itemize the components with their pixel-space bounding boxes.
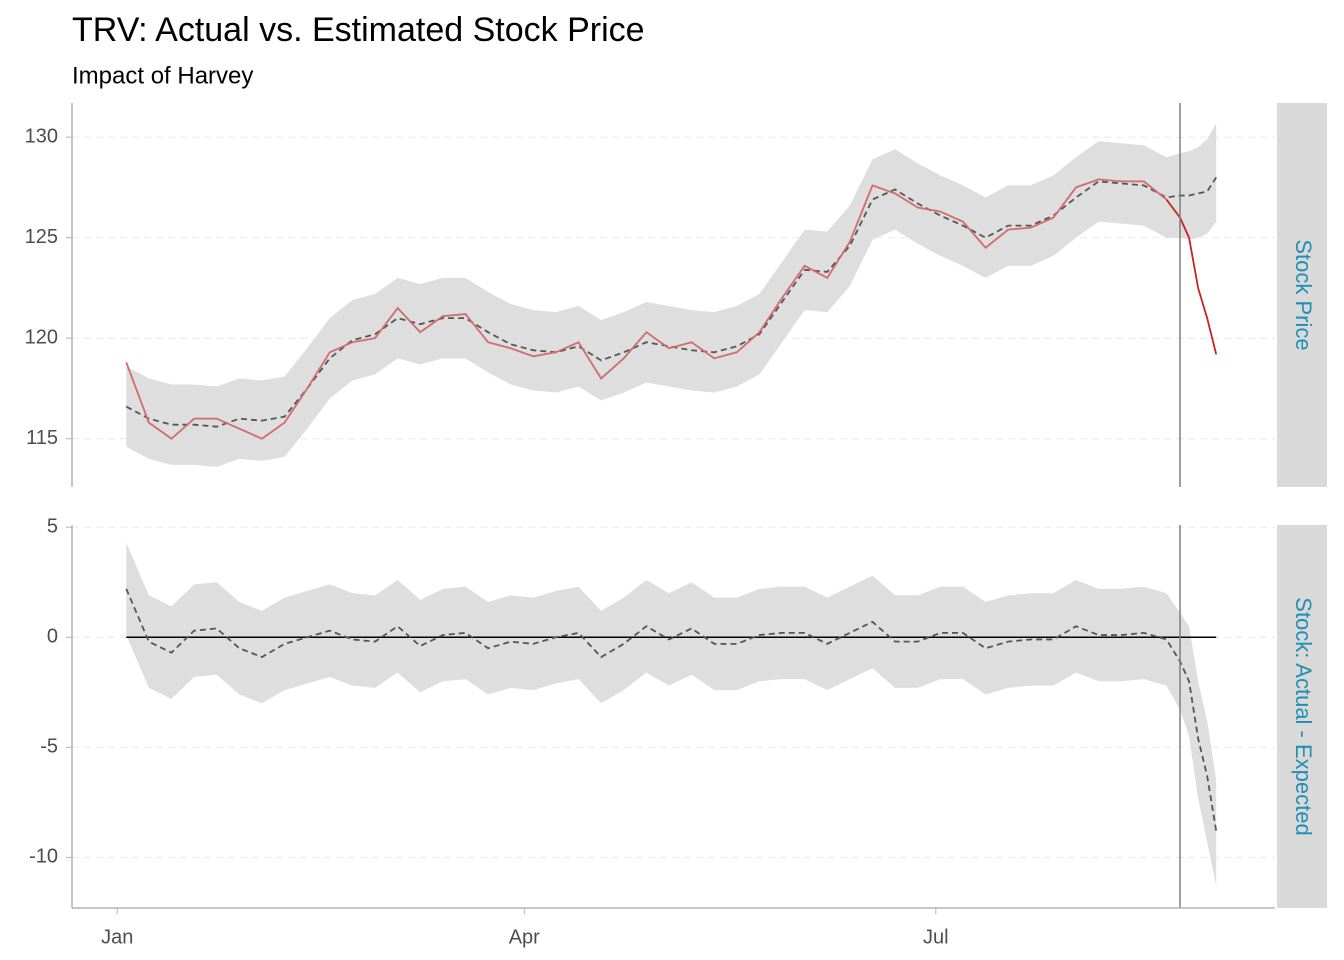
y-tick-label: 125 bbox=[25, 226, 58, 248]
facet-strip bbox=[1277, 103, 1327, 487]
x-tick-label: Jul bbox=[923, 926, 949, 948]
x-tick-label: Jan bbox=[101, 926, 133, 948]
y-tick-label: 130 bbox=[25, 125, 58, 147]
y-tick-label: 115 bbox=[26, 427, 58, 449]
facet-strip bbox=[1277, 525, 1327, 908]
confidence-band bbox=[126, 542, 1217, 886]
y-tick-label: -10 bbox=[29, 846, 58, 868]
y-tick-label: -5 bbox=[40, 736, 58, 758]
chart-title: TRV: Actual vs. Estimated Stock Price bbox=[72, 11, 645, 49]
actual-line bbox=[125, 178, 1168, 440]
x-tick-label: Apr bbox=[509, 926, 540, 948]
facet-label: Stock: Actual - Expected bbox=[1291, 597, 1316, 835]
actual-line bbox=[1165, 198, 1218, 355]
y-tick-label: 120 bbox=[25, 327, 58, 349]
confidence-band bbox=[126, 123, 1217, 467]
chart-subtitle: Impact of Harvey bbox=[72, 62, 253, 89]
y-tick-label: 0 bbox=[47, 626, 58, 648]
estimate-line bbox=[125, 588, 1218, 832]
facet-label: Stock Price bbox=[1291, 239, 1316, 350]
y-tick-label: 5 bbox=[47, 515, 58, 537]
